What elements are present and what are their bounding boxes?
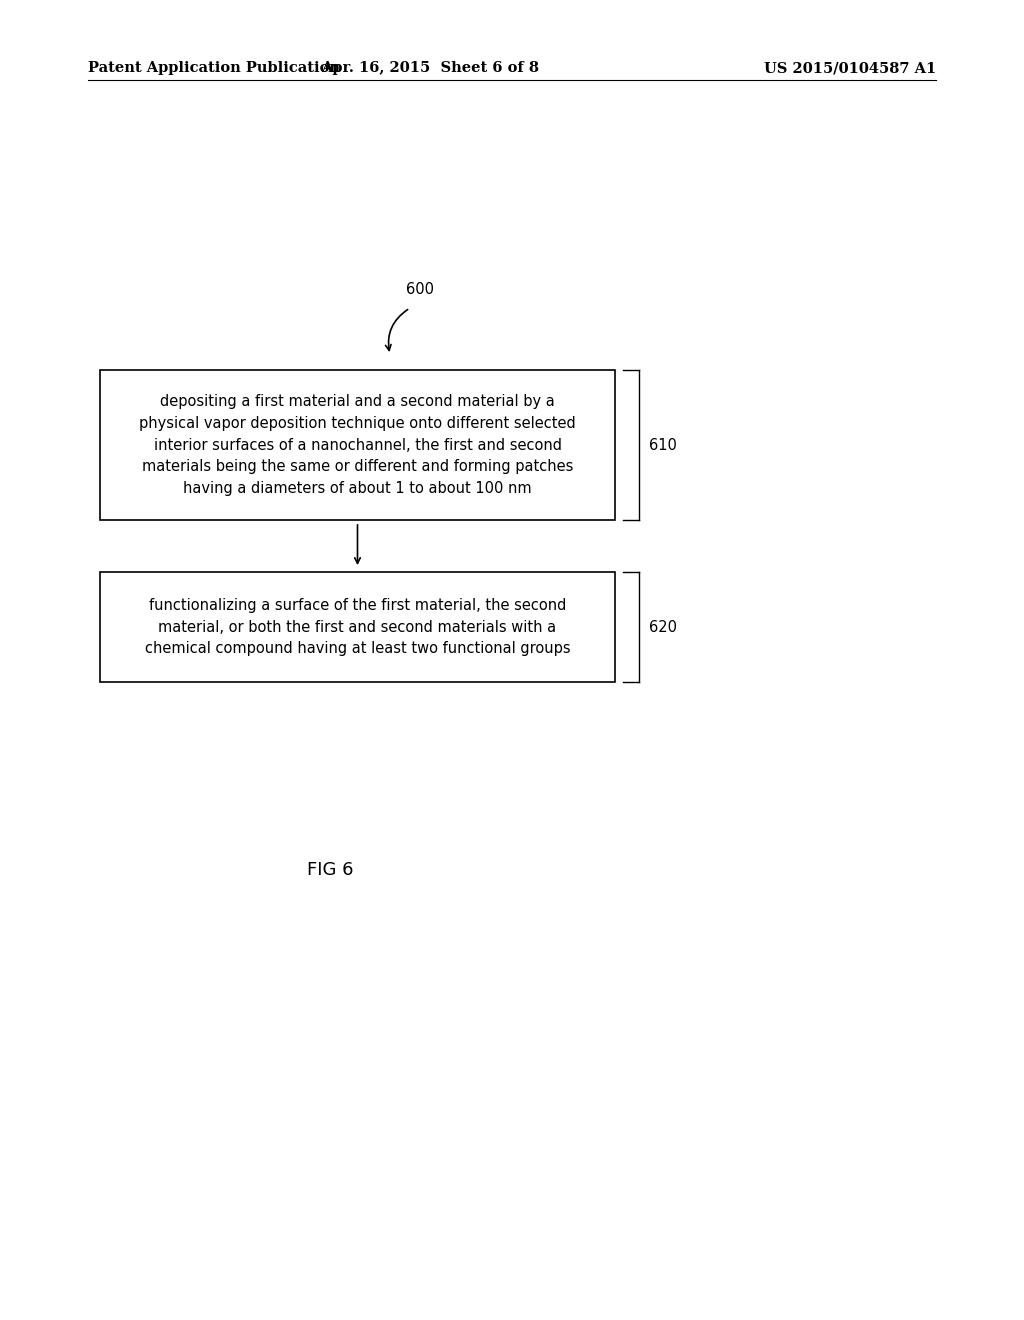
Text: depositing a first material and a second material by a
physical vapor deposition: depositing a first material and a second… [139, 395, 575, 496]
Text: 600: 600 [406, 282, 434, 297]
Text: 610: 610 [649, 437, 677, 453]
Text: FIG 6: FIG 6 [307, 861, 353, 879]
Text: 620: 620 [649, 619, 677, 635]
Bar [100, 370, 615, 520]
Text: Patent Application Publication: Patent Application Publication [88, 61, 340, 75]
Text: functionalizing a surface of the first material, the second
material, or both th: functionalizing a surface of the first m… [144, 598, 570, 656]
Bar [100, 572, 615, 682]
Text: Apr. 16, 2015  Sheet 6 of 8: Apr. 16, 2015 Sheet 6 of 8 [321, 61, 539, 75]
Text: US 2015/0104587 A1: US 2015/0104587 A1 [764, 61, 936, 75]
